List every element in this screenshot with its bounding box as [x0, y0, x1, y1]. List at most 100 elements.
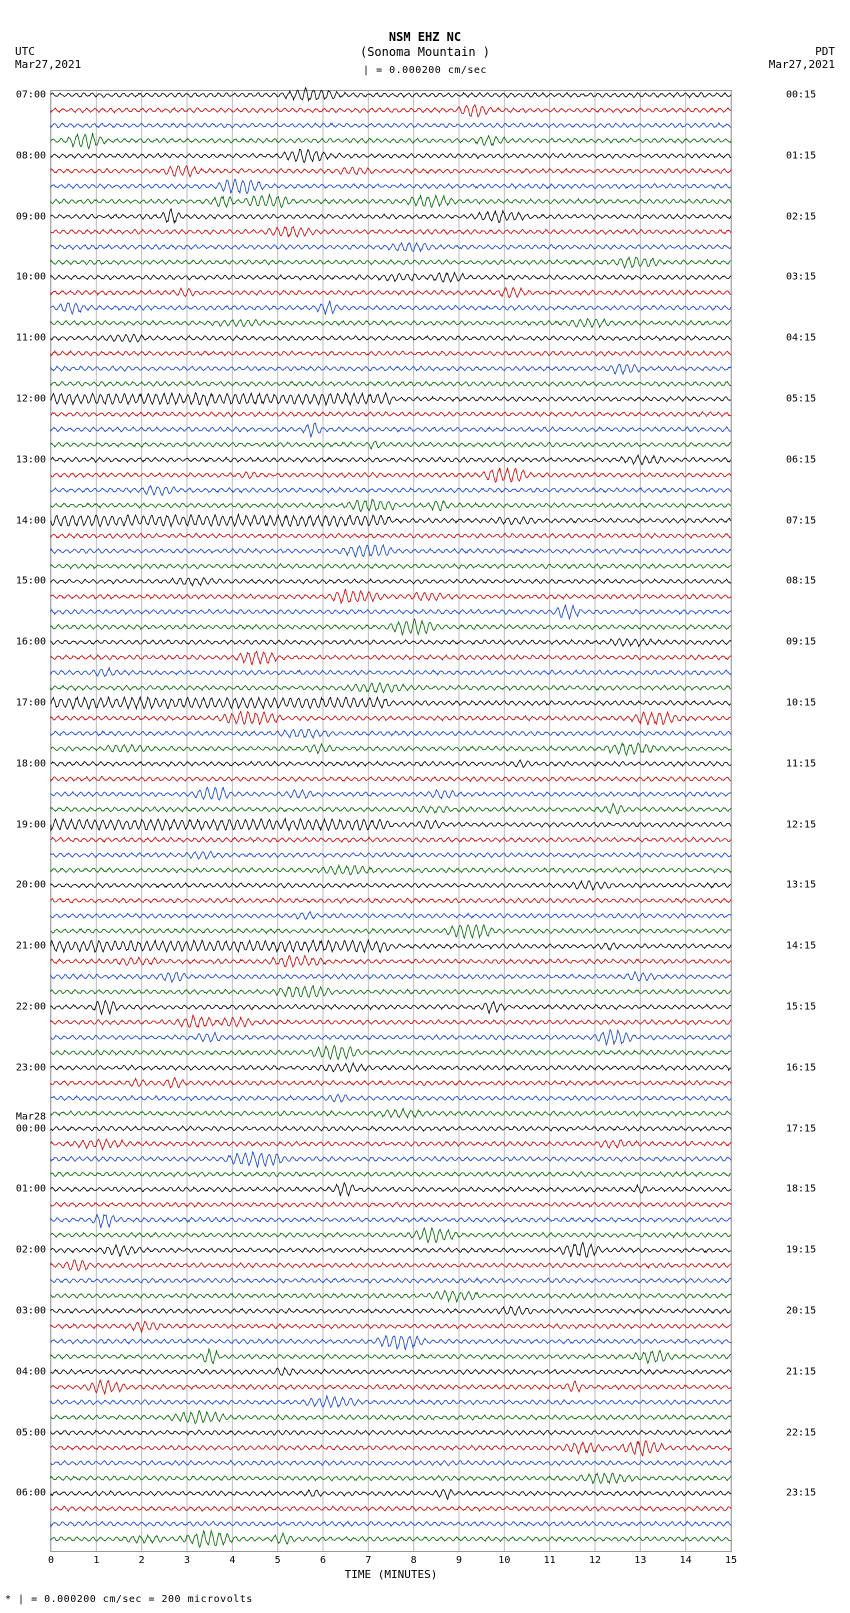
- utc-hour-label: 17:00: [16, 698, 46, 709]
- seismic-trace: [51, 804, 731, 814]
- seismic-trace: [51, 1291, 731, 1302]
- x-axis-title: TIME (MINUTES): [51, 1568, 731, 1581]
- seismic-trace: [51, 865, 731, 875]
- seismic-trace: [51, 288, 731, 298]
- seismic-trace: [51, 227, 731, 237]
- seismic-trace: [51, 1349, 731, 1364]
- utc-hour-label: 09:00: [16, 211, 46, 222]
- pdt-hour-label: 02:15: [786, 211, 816, 222]
- seismic-trace: [51, 1046, 731, 1060]
- utc-hour-label: 08:00: [16, 150, 46, 161]
- seismic-trace: [51, 1063, 731, 1072]
- seismic-trace: [51, 1126, 731, 1131]
- seismic-trace: [51, 837, 731, 842]
- x-tick-label: 7: [365, 1555, 371, 1566]
- utc-hour-label: 03:00: [16, 1306, 46, 1317]
- pdt-hour-label: 01:15: [786, 150, 816, 161]
- seismic-trace: [51, 1531, 731, 1547]
- seismic-trace: [51, 1321, 731, 1332]
- pdt-hour-label: 19:15: [786, 1245, 816, 1256]
- seismic-trace: [51, 729, 731, 738]
- pdt-hour-label: 22:15: [786, 1427, 816, 1438]
- utc-hour-label: 15:00: [16, 576, 46, 587]
- seismic-trace: [51, 1278, 731, 1283]
- x-tick-label: 2: [139, 1555, 145, 1566]
- pdt-hour-label: 12:15: [786, 819, 816, 830]
- pdt-hour-label: 07:15: [786, 515, 816, 526]
- seismic-trace: [51, 986, 731, 998]
- seismic-trace: [51, 364, 731, 374]
- utc-hour-label: 11:00: [16, 333, 46, 344]
- seismic-trace: [51, 1368, 731, 1376]
- seismic-trace: [51, 1380, 731, 1394]
- seismic-trace: [51, 1336, 731, 1350]
- x-tick-label: 6: [320, 1555, 326, 1566]
- seismic-trace: [51, 1521, 731, 1526]
- seismic-trace: [51, 972, 731, 983]
- x-tick-label: 0: [48, 1555, 54, 1566]
- seismic-trace: [51, 166, 731, 177]
- seismic-trace: [51, 605, 731, 619]
- x-tick-label: 14: [680, 1555, 692, 1566]
- seismic-trace: [51, 1030, 731, 1045]
- seismic-trace: [51, 1460, 731, 1465]
- seismic-trace: [51, 881, 731, 890]
- seismic-trace: [51, 149, 731, 162]
- utc-hour-label: 18:00: [16, 758, 46, 769]
- seismic-trace: [51, 1215, 731, 1229]
- utc-hour-label: 10:00: [16, 272, 46, 283]
- seismic-trace: [51, 133, 731, 149]
- seismic-trace: [51, 468, 731, 482]
- date-right: Mar27,2021: [769, 58, 835, 71]
- x-tick-label: 8: [411, 1555, 417, 1566]
- footer-scale: * | = 0.000200 cm/sec = 200 microvolts: [5, 1594, 253, 1605]
- seismic-trace: [51, 760, 731, 768]
- utc-hour-label: 06:00: [16, 1488, 46, 1499]
- seismic-trace: [51, 381, 731, 386]
- x-tick-label: 4: [229, 1555, 235, 1566]
- station-title: NSM EHZ NC: [0, 30, 850, 44]
- pdt-hour-label: 11:15: [786, 758, 816, 769]
- seismic-trace: [51, 257, 731, 268]
- seismic-trace: [51, 1506, 731, 1511]
- seismic-trace: [51, 1078, 731, 1088]
- seismic-trace: [51, 1306, 731, 1315]
- seismic-trace: [51, 301, 731, 315]
- seismic-trace: [51, 88, 731, 101]
- seismic-trace: [51, 712, 731, 726]
- seismic-trace: [51, 743, 731, 755]
- seismic-trace: [51, 589, 731, 603]
- seismic-trace: [51, 1152, 731, 1167]
- x-tick-label: 10: [498, 1555, 510, 1566]
- seismic-trace: [51, 319, 731, 328]
- utc-hour-label: 12:00: [16, 394, 46, 405]
- x-tick-label: 5: [275, 1555, 281, 1566]
- seismic-trace: [51, 351, 731, 356]
- utc-hour-label: 19:00: [16, 819, 46, 830]
- seismic-trace: [51, 639, 731, 647]
- utc-hour-label: 16:00: [16, 637, 46, 648]
- utc-hour-label: 04:00: [16, 1366, 46, 1377]
- seismic-trace: [51, 486, 731, 496]
- utc-hour-label: 00:00: [16, 1123, 46, 1134]
- seismic-trace: [51, 1441, 731, 1456]
- seismic-trace: [51, 179, 731, 193]
- seismic-trace: [51, 1139, 731, 1149]
- seismic-trace: [51, 1430, 731, 1435]
- seismic-trace: [51, 393, 731, 406]
- pdt-hour-label: 06:15: [786, 454, 816, 465]
- seismic-trace: [51, 499, 731, 511]
- seismic-trace: [51, 564, 731, 569]
- pdt-hour-label: 00:15: [786, 90, 816, 101]
- seismic-trace: [51, 1396, 731, 1408]
- pdt-hour-label: 23:15: [786, 1488, 816, 1499]
- seismic-trace: [51, 1260, 731, 1271]
- seismic-trace: [51, 697, 731, 709]
- utc-hour-label: 14:00: [16, 515, 46, 526]
- seismogram-plot: TIME (MINUTES) 012345678910111213141507:…: [50, 90, 732, 1552]
- utc-hour-label: 22:00: [16, 1002, 46, 1013]
- pdt-hour-label: 09:15: [786, 637, 816, 648]
- scale-label: | = 0.000200 cm/sec: [0, 65, 850, 76]
- seismic-trace: [51, 1172, 731, 1177]
- seismic-trace: [51, 819, 731, 831]
